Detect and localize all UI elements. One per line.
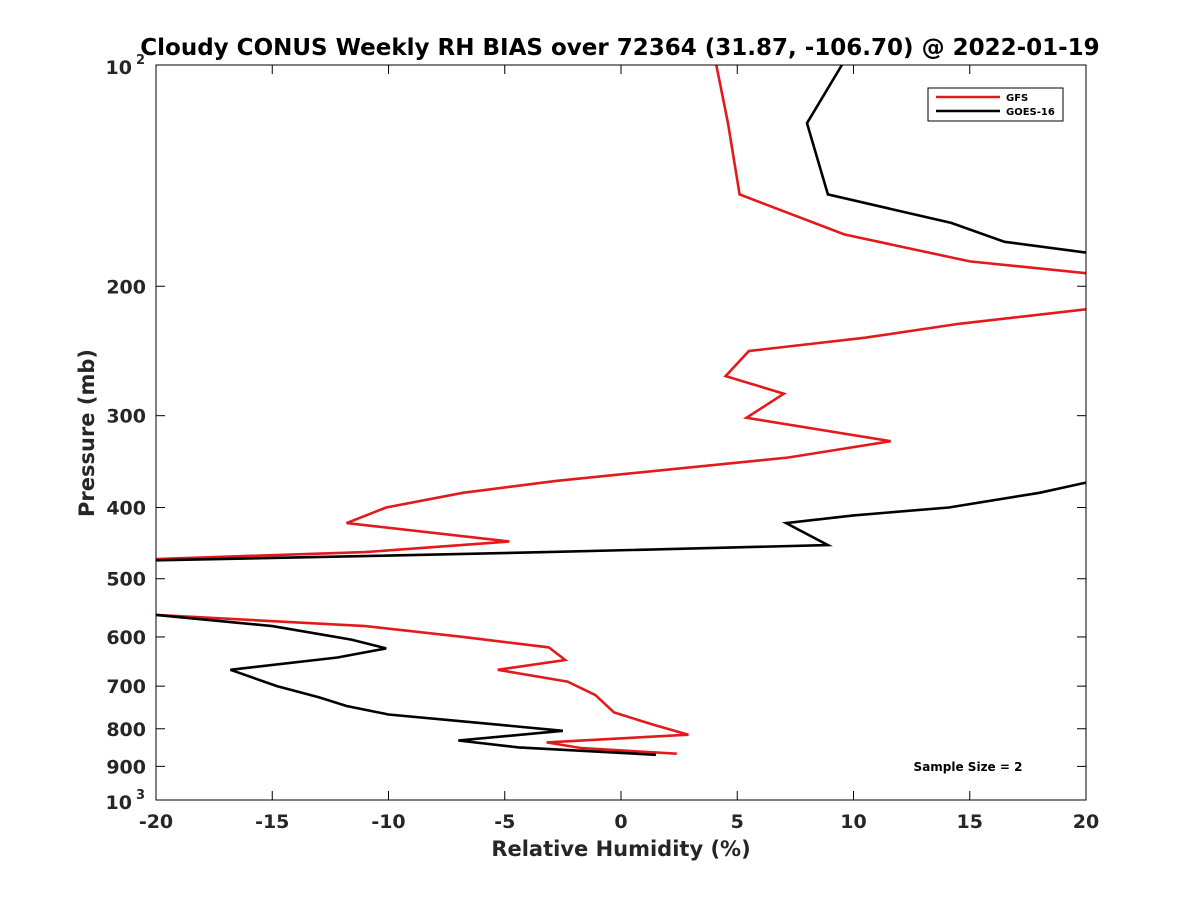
x-tick-label: -20 xyxy=(139,811,173,833)
legend: GFS GOES-16 xyxy=(927,87,1064,122)
series-line-segment xyxy=(156,308,1086,561)
legend-label: GOES-16 xyxy=(1006,107,1055,118)
y-tick-label: 10 xyxy=(106,57,132,79)
series-line-segment xyxy=(156,613,656,757)
y-tick-label-exponent: 3 xyxy=(136,788,145,803)
x-tick-label: -15 xyxy=(255,811,289,833)
series-line-segment xyxy=(805,65,1086,254)
x-tick-label: -10 xyxy=(371,811,405,833)
sample-size-annotation: Sample Size = 2 xyxy=(914,760,1023,774)
x-tick-label: 0 xyxy=(614,811,627,833)
x-axis: -20 -15 -10 -5 0 5 10 15 20 xyxy=(139,65,1099,833)
legend-box xyxy=(927,87,1064,122)
series-line-segment xyxy=(715,65,1086,275)
y-tick-label: 10 xyxy=(106,792,132,814)
x-tick-label: 20 xyxy=(1073,811,1099,833)
legend-label: GFS xyxy=(1006,93,1028,104)
series-gfs xyxy=(156,65,1086,755)
y-tick-label: 800 xyxy=(106,719,146,741)
y-tick-label: 600 xyxy=(106,627,146,649)
y-tick-label: 200 xyxy=(106,276,146,298)
chart-title: Cloudy CONUS Weekly RH BIAS over 72364 (… xyxy=(140,35,1099,61)
y-tick-label: 300 xyxy=(106,406,146,428)
y-axis-label: Pressure (mb) xyxy=(75,349,99,517)
y-tick-label: 700 xyxy=(106,676,146,698)
y-tick-label: 400 xyxy=(106,498,146,520)
y-tick-label: 900 xyxy=(106,756,146,778)
y-tick-label-exponent: 2 xyxy=(136,53,145,68)
y-axis: 10 2 200 300 400 500 600 700 800 900 10 3 xyxy=(106,53,1086,814)
series-line-segment xyxy=(156,613,689,755)
y-tick-label: 500 xyxy=(106,569,146,591)
series-line-segment xyxy=(156,481,1086,562)
plot-lines xyxy=(156,65,1086,757)
series-goes-16 xyxy=(156,65,1086,757)
x-axis-label: Relative Humidity (%) xyxy=(491,837,750,861)
x-tick-label: 5 xyxy=(731,811,744,833)
x-tick-label: 15 xyxy=(957,811,983,833)
x-tick-label: -5 xyxy=(494,811,515,833)
x-tick-label: 10 xyxy=(840,811,866,833)
